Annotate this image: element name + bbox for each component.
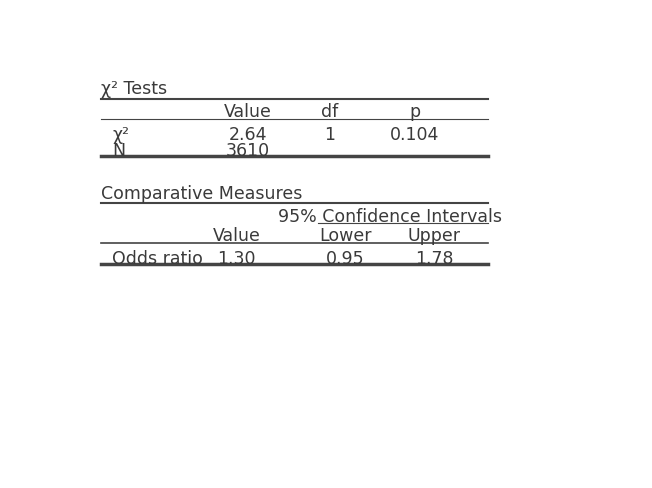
- Text: Value: Value: [213, 227, 260, 245]
- Text: 1.30: 1.30: [217, 250, 256, 268]
- Text: 95% Confidence Intervals: 95% Confidence Intervals: [278, 208, 501, 226]
- Text: p: p: [409, 103, 421, 121]
- Text: df: df: [321, 103, 338, 121]
- Text: 2.64: 2.64: [229, 126, 267, 144]
- Text: 0.95: 0.95: [326, 250, 364, 268]
- Text: Comparative Measures: Comparative Measures: [101, 185, 303, 203]
- Text: 3610: 3610: [226, 142, 270, 160]
- Text: N: N: [113, 142, 126, 160]
- Text: 1: 1: [324, 126, 335, 144]
- Text: χ² Tests: χ² Tests: [101, 80, 167, 98]
- Text: 0.104: 0.104: [390, 126, 439, 144]
- Text: Lower: Lower: [319, 227, 371, 245]
- Text: Upper: Upper: [408, 227, 460, 245]
- Text: χ²: χ²: [113, 126, 130, 144]
- Text: Odds ratio: Odds ratio: [113, 250, 203, 268]
- Text: 1.78: 1.78: [415, 250, 453, 268]
- Text: Value: Value: [224, 103, 272, 121]
